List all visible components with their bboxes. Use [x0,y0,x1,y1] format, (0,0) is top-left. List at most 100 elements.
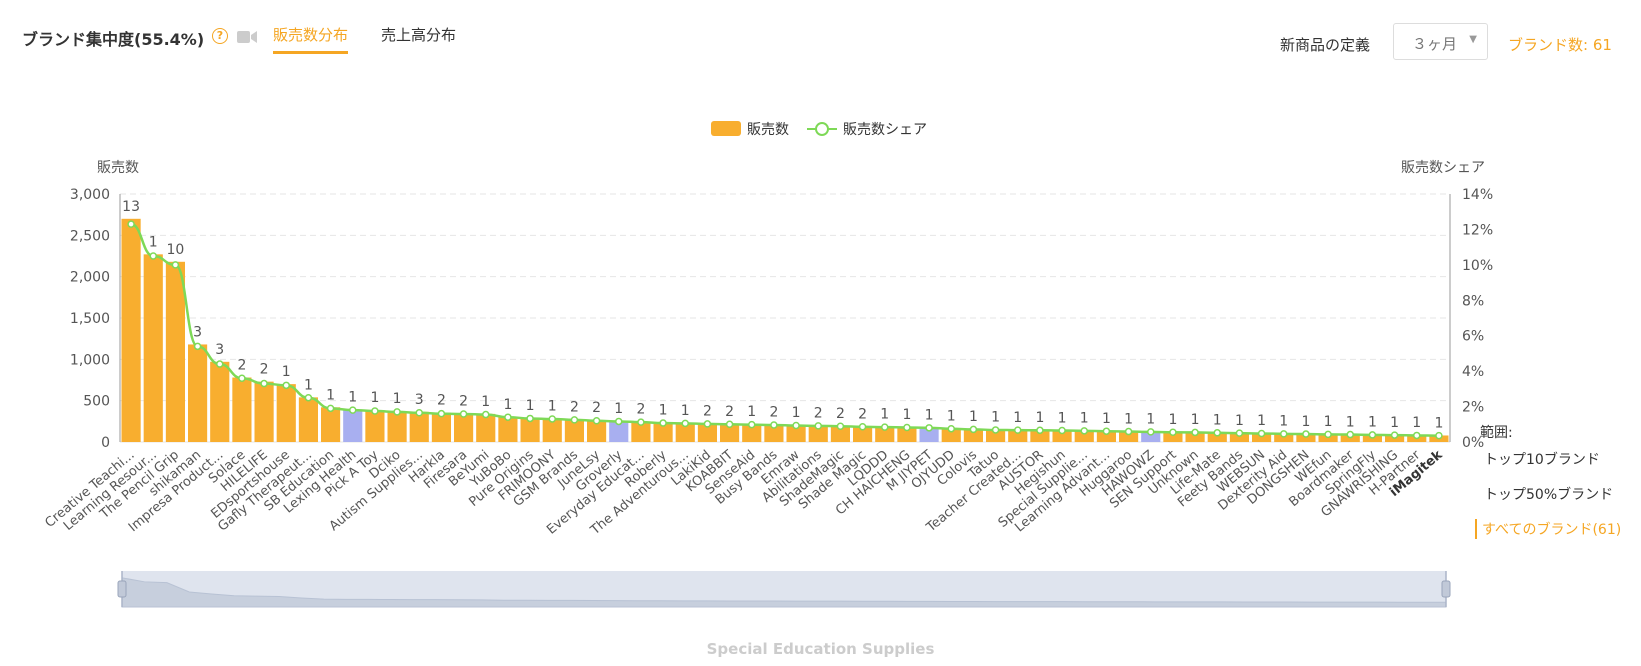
data-zoom-slider[interactable] [117,571,1451,608]
bar[interactable] [653,422,673,442]
video-camera-icon[interactable] [237,31,257,43]
bar[interactable] [1119,431,1139,442]
bar[interactable] [675,422,695,442]
share-point[interactable] [792,421,800,430]
share-point[interactable] [725,420,734,429]
bar[interactable] [919,427,939,442]
question-circle-icon[interactable]: ? [212,28,228,44]
share-point[interactable] [1102,427,1111,435]
share-point[interactable] [1413,431,1421,440]
bar[interactable] [165,261,185,442]
bar[interactable] [121,218,141,442]
bar[interactable] [963,429,983,442]
share-point[interactable] [1213,429,1221,437]
bar[interactable] [742,424,762,442]
range-top10[interactable]: トップ10ブランド [1484,452,1600,468]
share-point[interactable] [282,381,290,390]
share-point[interactable] [216,360,224,368]
bar[interactable] [986,429,1006,442]
bar[interactable] [1274,433,1294,442]
bar[interactable] [1008,429,1028,442]
share-point[interactable] [770,421,778,429]
bar[interactable] [520,418,540,442]
share-point[interactable] [947,424,955,433]
bar[interactable] [254,381,274,442]
share-point[interactable] [1124,427,1133,436]
share-point[interactable] [171,261,180,269]
bar[interactable] [542,418,562,442]
bar[interactable] [298,397,318,442]
share-point[interactable] [903,423,911,432]
bar[interactable] [1229,432,1249,442]
share-point[interactable] [991,426,1000,434]
share-point[interactable] [1368,431,1377,439]
bar[interactable] [1252,433,1272,442]
share-point[interactable] [1435,431,1443,440]
bar[interactable] [1096,430,1116,442]
share-point[interactable] [592,416,601,425]
share-point[interactable] [925,424,933,432]
share-point[interactable] [681,419,689,428]
bar[interactable] [210,361,230,442]
bar[interactable] [941,428,961,442]
tab-revenue[interactable]: 売上高分布 [381,26,457,44]
share-point[interactable] [482,410,490,419]
bar[interactable] [764,424,784,442]
share-point[interactable] [149,252,157,260]
share-point[interactable] [1302,430,1310,438]
bar[interactable] [365,410,385,442]
bar[interactable] [631,421,651,442]
share-point[interactable] [814,422,822,430]
share-point[interactable] [1390,431,1399,439]
share-point[interactable] [748,420,756,429]
share-point[interactable] [836,422,845,430]
share-point[interactable] [1169,428,1177,437]
bar[interactable] [431,412,451,442]
bar[interactable] [1030,430,1050,442]
share-point[interactable] [526,414,534,423]
bar[interactable] [786,425,806,442]
tab-sales-volume[interactable]: 販売数分布 [273,24,349,54]
range-all[interactable]: すべてのブランド(61) [1475,519,1621,539]
share-point[interactable] [969,425,978,434]
share-point[interactable] [1257,429,1266,438]
bar[interactable] [1163,431,1183,442]
share-point[interactable] [459,410,468,418]
bar[interactable] [276,384,296,442]
bar[interactable] [498,417,518,442]
share-point[interactable] [637,418,645,426]
bar[interactable] [609,420,629,442]
chart-legend[interactable]: 販売数 販売数シェア [711,121,927,138]
share-point[interactable] [260,379,268,388]
share-point[interactable] [1058,426,1066,435]
bar[interactable] [830,425,850,442]
share-point[interactable] [659,419,667,427]
range-top50[interactable]: トップ50%ブランド [1484,487,1614,503]
share-point[interactable] [1280,430,1288,438]
bar[interactable] [476,413,496,442]
bar[interactable] [697,423,717,442]
share-point[interactable] [415,409,423,417]
share-point[interactable] [881,423,889,431]
share-point[interactable] [1014,426,1022,434]
share-point[interactable] [371,407,379,415]
share-point[interactable] [703,420,712,428]
bar[interactable] [1141,431,1161,442]
share-point[interactable] [858,423,867,431]
bar[interactable] [188,344,208,442]
bar[interactable] [343,409,363,442]
bar[interactable] [409,411,429,442]
zoom-handle-right[interactable] [1441,580,1451,598]
share-point[interactable] [1080,427,1088,435]
bar[interactable] [1207,432,1227,442]
bar[interactable] [1074,430,1094,442]
share-point[interactable] [570,416,579,424]
share-point[interactable] [1324,430,1332,439]
bar[interactable] [720,423,740,442]
share-point[interactable] [1147,428,1155,436]
bar[interactable] [564,419,584,442]
share-point[interactable] [504,413,512,421]
share-point[interactable] [304,393,313,402]
bar[interactable] [897,427,917,442]
bar[interactable] [1052,430,1072,442]
